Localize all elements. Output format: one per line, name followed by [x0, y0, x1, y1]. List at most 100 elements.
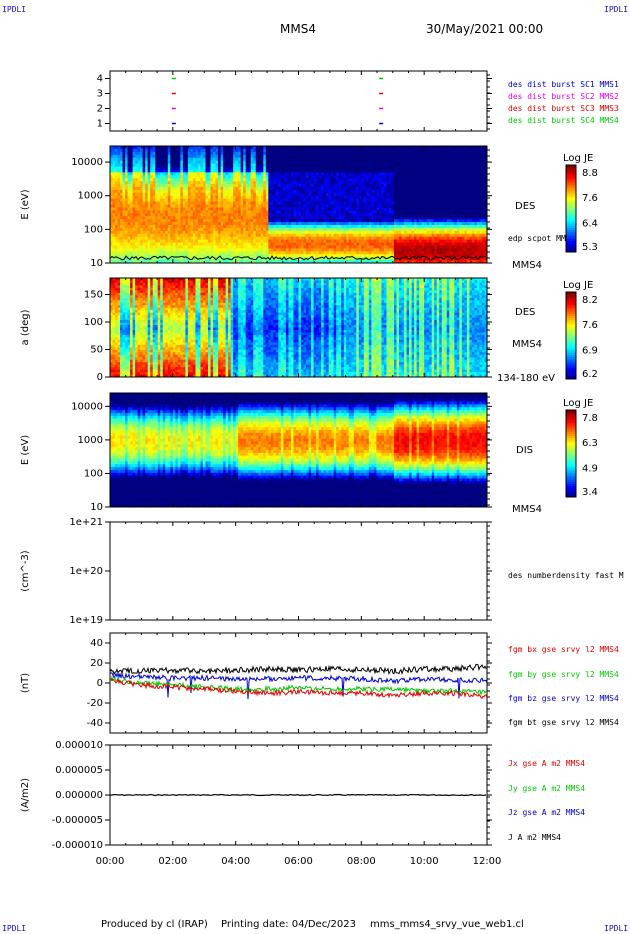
spectrogram-cell [177, 251, 181, 255]
spectrogram-cell [187, 151, 191, 156]
spectrogram-cell [383, 148, 387, 153]
spectrogram-cell [147, 204, 151, 208]
spectrogram-cell [316, 154, 319, 159]
spectrogram-cell [248, 175, 252, 179]
spectrogram-cell [215, 213, 219, 217]
spectrogram-cell [225, 222, 229, 226]
spectrogram-cell [200, 216, 204, 220]
spectrogram-cell [152, 239, 156, 243]
spectrogram-cell [323, 169, 327, 173]
spectrogram-cell [378, 175, 382, 179]
spectrogram-cell [137, 236, 141, 240]
spectrogram-cell [238, 213, 242, 217]
spectrogram-cell [290, 245, 294, 249]
spectrogram-cell [371, 233, 375, 238]
spectrogram-cell [411, 172, 415, 176]
spectrogram-cell [414, 184, 418, 188]
spectrogram-cell [130, 251, 134, 255]
spectrogram-cell [170, 248, 174, 252]
spectrogram-cell [177, 146, 181, 150]
spectrogram-cell [363, 236, 367, 240]
spectrogram-cell [399, 260, 402, 264]
spectrogram-cell [366, 189, 370, 194]
spectrogram-cell [180, 178, 184, 182]
spectrogram-cell [122, 248, 126, 252]
spectrogram-cell [333, 224, 337, 229]
spectrogram-cell [250, 186, 254, 191]
spectrogram-cell [192, 216, 196, 220]
spectrogram-cell [336, 151, 340, 156]
spectrogram-cell [245, 233, 249, 238]
spectrogram-cell [361, 233, 365, 238]
spectrogram-cell [260, 151, 264, 156]
spectrogram-cell [373, 213, 377, 217]
spectrogram-cell [275, 172, 279, 176]
spectrogram-cell [137, 201, 141, 205]
spectrogram-cell [210, 166, 214, 170]
spectrogram-cell [293, 160, 297, 164]
spectrogram-cell [391, 166, 395, 170]
spectrogram-cell [127, 186, 131, 191]
spectrogram-cell [208, 195, 211, 200]
spectrogram-cell [323, 186, 327, 191]
spectrogram-cell [233, 207, 237, 211]
spectrogram-cell [160, 186, 164, 191]
spectrogram-cell [140, 157, 144, 162]
spectrogram-cell [157, 146, 161, 150]
spectrogram-cell [353, 204, 357, 208]
spectrogram-cell [273, 184, 277, 188]
spectrogram-cell [200, 181, 204, 185]
spectrogram-cell [366, 184, 370, 188]
spectrogram-cell [233, 148, 237, 153]
spectrogram-cell [366, 160, 370, 164]
spectrogram-cell [190, 210, 194, 214]
spectrogram-cell [275, 195, 279, 200]
spectrogram-cell [391, 151, 395, 156]
spectrogram-cell [303, 146, 307, 150]
spectrogram-cell [316, 216, 319, 220]
spectrogram-cell [157, 236, 161, 240]
spectrogram-cell [260, 233, 264, 238]
spectrogram-cell [235, 222, 239, 226]
spectrogram-cell [326, 160, 330, 164]
spectrogram-cell [220, 227, 224, 232]
spectrogram-cell [416, 172, 420, 176]
spectrogram-cell [278, 216, 282, 220]
spectrogram-cell [283, 151, 287, 156]
spectrogram-cell [258, 248, 262, 252]
spectrogram-cell [298, 189, 302, 194]
spectrogram-cell [135, 154, 139, 159]
spectrogram-cell [351, 239, 355, 243]
spectrogram-cell [306, 219, 309, 223]
spectrogram-cell [293, 192, 297, 197]
spectrogram-cell [115, 257, 118, 261]
spectrogram-cell [258, 146, 262, 150]
spectrogram-cell [250, 184, 254, 188]
spectrogram-cell [230, 227, 234, 232]
spectrogram-cell [192, 239, 196, 243]
spectrogram-cell [353, 169, 357, 173]
spectrogram-cell [185, 245, 189, 249]
spectrogram-cell [278, 195, 282, 200]
spectrogram-cell [376, 227, 380, 232]
spectrogram-cell [323, 248, 327, 252]
spectrogram-cell [195, 251, 199, 255]
spectrogram-cell [293, 210, 297, 214]
spectrogram-cell [336, 257, 340, 261]
spectrogram-cell [160, 163, 164, 167]
spectrogram-cell [416, 146, 420, 150]
spectrogram-cell [233, 198, 237, 202]
spectrogram-cell [396, 216, 400, 220]
spectrogram-cell [150, 166, 154, 170]
spectrogram-cell [341, 146, 345, 150]
spectrogram-cell [376, 230, 380, 235]
spectrogram-cell [313, 233, 317, 238]
spectrogram-cell [371, 184, 375, 188]
spectrogram-cell [260, 248, 264, 252]
spectrogram-cell [213, 148, 216, 153]
spectrogram-cell [388, 257, 392, 261]
spectrogram-cell [160, 151, 164, 156]
spectrogram-cell [414, 172, 418, 176]
spectrogram-cell [411, 151, 415, 156]
spectrogram-cell [346, 198, 350, 202]
